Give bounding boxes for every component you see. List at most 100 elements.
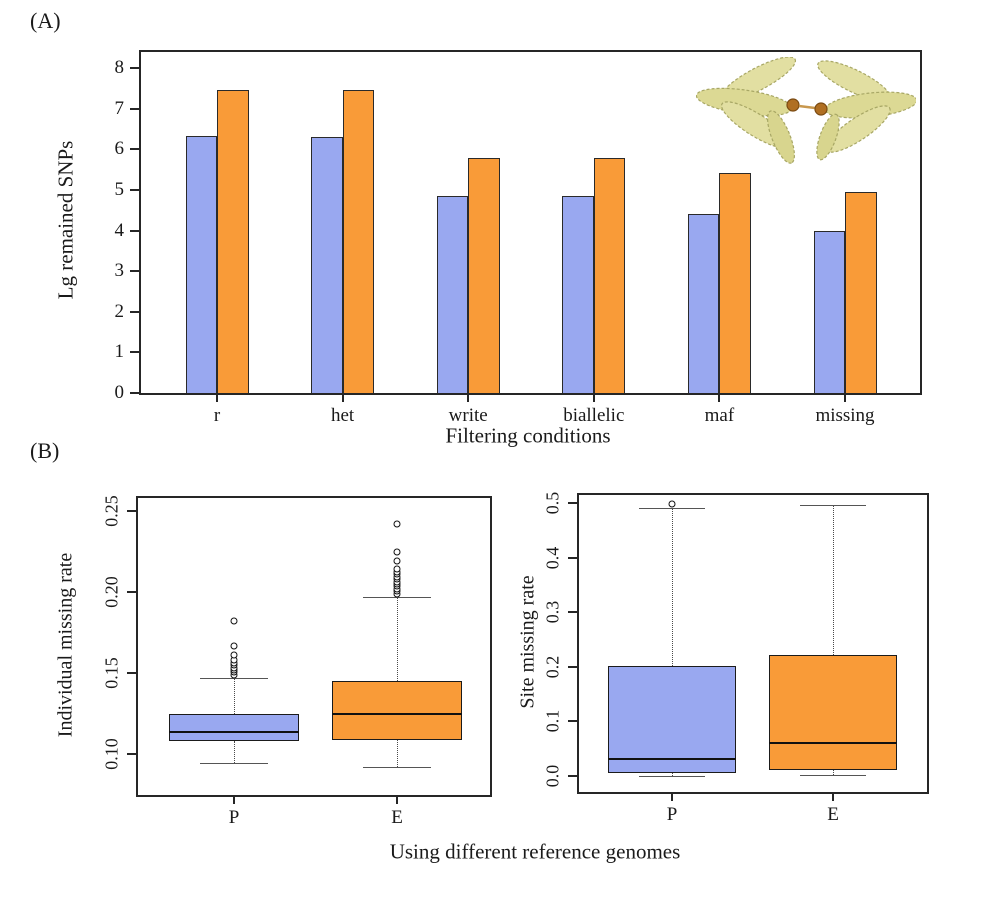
- y-axis-tick-label: 2: [114, 300, 125, 322]
- outlier-point: [393, 557, 401, 565]
- x-axis-tick: [341, 395, 344, 402]
- y-axis-tick-label: 4: [114, 219, 125, 241]
- y-axis-tick: [130, 189, 139, 192]
- bar-P-biallelic: [562, 196, 594, 393]
- upper-whisker-E: [397, 597, 398, 682]
- lower-whisker-E: [397, 739, 398, 768]
- plant-image: [696, 57, 916, 164]
- bar-chart-plot-area: 0 1 2 3 4 5 6 7 8 r het write biallelic maf missing: [115, 50, 922, 426]
- box-P: [169, 713, 299, 742]
- lower-cap-E: [363, 767, 431, 769]
- y-axis-tick-label: 0.4: [542, 546, 563, 569]
- lower-cap-P: [638, 775, 706, 777]
- bar-E-r: [217, 89, 249, 393]
- category-label: E: [827, 804, 839, 825]
- lower-whisker-P: [672, 772, 673, 776]
- y-axis-tick: [568, 774, 577, 777]
- panel-b-label: (B): [30, 438, 60, 463]
- y-axis-tick: [130, 67, 139, 70]
- y-axis-tick-label: 8: [114, 57, 125, 79]
- upper-cap-E: [363, 597, 431, 598]
- y-axis-tick-label: 0.2: [542, 655, 563, 678]
- lower-cap-P: [200, 762, 268, 764]
- bar-E-write: [468, 158, 500, 393]
- y-axis-tick-label: 0.15: [101, 657, 122, 690]
- bar-P-het: [311, 136, 343, 393]
- site-missing-rate-plot-area: 0.0 0.1 0.2 0.3 0.4 0.5 P E: [543, 492, 929, 825]
- y-axis-tick: [568, 556, 577, 559]
- x-axis-tick: [718, 395, 721, 402]
- y-axis-tick: [568, 502, 577, 505]
- x-axis-tick: [592, 395, 595, 402]
- category-label: het: [330, 405, 355, 426]
- y-axis-tick-label: 0: [114, 382, 125, 403]
- panel-a-label: (A): [30, 8, 61, 33]
- y-axis-tick-label: 0.5: [542, 491, 563, 515]
- bar-E-het: [342, 90, 375, 393]
- category-label: write: [448, 405, 488, 426]
- bar-P-write: [436, 195, 469, 393]
- box-E: [769, 654, 897, 771]
- y-axis-tick-label: 5: [114, 179, 125, 201]
- median-E: [769, 741, 897, 744]
- median-P: [608, 757, 736, 760]
- upper-cap-P: [200, 678, 268, 680]
- y-axis-tick: [130, 148, 139, 151]
- individual-missing-rate-plot-area: 0.10 0.15 0.20 0.25 P E: [102, 495, 492, 828]
- bar-E-maf: [719, 172, 751, 393]
- median-P: [169, 730, 299, 733]
- y-axis-tick-label: 0.10: [101, 738, 122, 771]
- y-axis-tick: [127, 672, 136, 675]
- outlier-point: [393, 565, 401, 573]
- category-label: biallelic: [563, 405, 625, 426]
- bar-P-r: [185, 136, 217, 393]
- y-axis-tick-label: 0.20: [101, 576, 122, 608]
- bar-chart-x-axis-title: Filtering conditions: [445, 423, 611, 448]
- upper-cap-E: [799, 504, 867, 506]
- bar-P-maf: [687, 213, 720, 393]
- x-axis-tick: [396, 797, 398, 804]
- category-label: P: [228, 807, 240, 828]
- x-axis-tick: [233, 797, 235, 804]
- y-axis-tick: [568, 720, 577, 723]
- upper-whisker-E: [833, 504, 834, 655]
- upper-whisker-P: [234, 678, 235, 714]
- y-axis-tick: [568, 611, 577, 614]
- y-axis-tick: [130, 351, 139, 354]
- y-axis-tick: [127, 509, 136, 512]
- lower-whisker-E: [833, 770, 834, 776]
- plant-stem: [798, 104, 816, 110]
- x-axis-tick: [671, 794, 673, 801]
- outlier-point: [230, 642, 238, 650]
- y-axis-tick-label: 0.1: [542, 709, 563, 733]
- outlier-point: [230, 651, 238, 659]
- lower-cap-E: [799, 775, 867, 777]
- x-axis-tick: [832, 794, 834, 801]
- site-missing-rate-y-axis-title: Site missing rate: [516, 575, 539, 709]
- x-axis-tick: [216, 395, 218, 402]
- y-axis-tick-label: 0.25: [101, 495, 122, 527]
- box-E: [332, 681, 462, 740]
- category-label: maf: [704, 405, 735, 426]
- y-axis-tick-label: 0.3: [542, 600, 563, 624]
- outlier-point: [393, 548, 401, 556]
- y-axis-tick: [130, 392, 139, 394]
- category-label: P: [666, 804, 678, 825]
- individual-missing-rate-y-axis-title: Individual missing rate: [54, 552, 77, 738]
- category-label: E: [391, 807, 403, 828]
- y-axis-tick: [130, 270, 139, 273]
- y-axis-tick: [130, 229, 139, 232]
- plant-right-rosette: [814, 60, 916, 161]
- bar-E-missing: [845, 192, 877, 393]
- y-axis-tick: [568, 665, 577, 668]
- bar-E-biallelic: [593, 158, 626, 393]
- y-axis-tick-label: 7: [114, 97, 125, 119]
- y-axis-tick: [127, 591, 136, 594]
- upper-whisker-P: [672, 507, 673, 666]
- y-axis-tick: [130, 310, 139, 313]
- y-axis-tick: [127, 753, 136, 756]
- y-axis-tick-label: 1: [114, 341, 125, 363]
- y-axis-tick-label: 0.0: [542, 764, 563, 787]
- panel-b-x-axis-title: Using different reference genomes: [389, 839, 681, 864]
